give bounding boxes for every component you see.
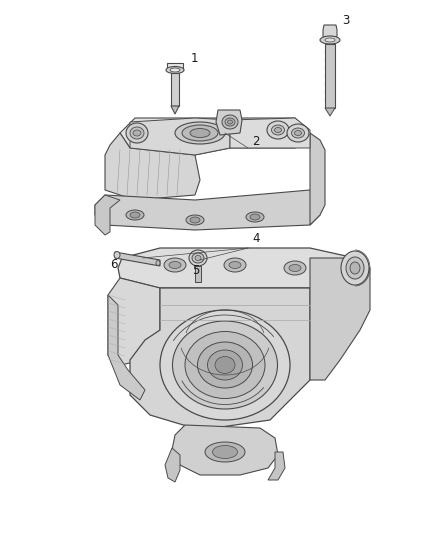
Ellipse shape (130, 127, 144, 139)
Ellipse shape (190, 217, 200, 223)
Ellipse shape (182, 125, 218, 141)
Polygon shape (230, 118, 310, 148)
Ellipse shape (287, 124, 309, 142)
Text: 4: 4 (252, 232, 259, 245)
Polygon shape (171, 73, 179, 106)
Polygon shape (118, 248, 360, 288)
Polygon shape (171, 106, 179, 114)
Polygon shape (95, 195, 120, 235)
Polygon shape (323, 25, 337, 38)
Ellipse shape (160, 310, 290, 420)
Polygon shape (108, 295, 145, 400)
Ellipse shape (133, 130, 141, 136)
Ellipse shape (170, 68, 180, 72)
Polygon shape (105, 133, 200, 200)
Ellipse shape (267, 121, 289, 139)
Polygon shape (108, 278, 160, 365)
Ellipse shape (156, 261, 160, 265)
Ellipse shape (227, 120, 233, 124)
Ellipse shape (292, 128, 304, 138)
Ellipse shape (186, 215, 204, 225)
Ellipse shape (229, 262, 241, 269)
Ellipse shape (190, 128, 210, 138)
Ellipse shape (169, 262, 181, 269)
Ellipse shape (215, 357, 235, 374)
Ellipse shape (198, 342, 252, 388)
Ellipse shape (192, 253, 204, 263)
Ellipse shape (126, 123, 148, 143)
Text: 2: 2 (252, 135, 259, 148)
Polygon shape (172, 425, 278, 475)
Ellipse shape (284, 261, 306, 275)
Text: 1: 1 (191, 52, 198, 65)
Text: 5: 5 (192, 264, 199, 277)
Ellipse shape (346, 257, 364, 279)
Ellipse shape (175, 122, 225, 144)
Ellipse shape (320, 36, 340, 44)
Ellipse shape (164, 258, 186, 272)
Ellipse shape (185, 332, 265, 399)
Ellipse shape (350, 262, 360, 274)
Ellipse shape (246, 212, 264, 222)
Polygon shape (195, 266, 201, 282)
Polygon shape (216, 110, 242, 135)
Ellipse shape (325, 38, 335, 42)
Ellipse shape (225, 118, 235, 126)
Polygon shape (130, 118, 230, 155)
Polygon shape (325, 44, 335, 108)
Ellipse shape (294, 131, 301, 135)
Polygon shape (310, 133, 325, 225)
Polygon shape (167, 63, 183, 70)
Ellipse shape (114, 252, 120, 259)
Polygon shape (95, 190, 320, 230)
Ellipse shape (173, 321, 278, 409)
Ellipse shape (189, 250, 207, 266)
Ellipse shape (212, 446, 237, 458)
Polygon shape (268, 452, 285, 480)
Ellipse shape (208, 350, 243, 380)
Ellipse shape (205, 442, 245, 462)
Ellipse shape (126, 210, 144, 220)
Ellipse shape (275, 127, 282, 133)
Ellipse shape (130, 212, 140, 218)
Polygon shape (165, 448, 180, 482)
Ellipse shape (166, 67, 184, 74)
Polygon shape (130, 288, 310, 430)
Ellipse shape (272, 125, 285, 135)
Text: 6: 6 (110, 258, 117, 271)
Ellipse shape (224, 258, 246, 272)
Polygon shape (120, 118, 310, 155)
Polygon shape (325, 108, 335, 116)
Ellipse shape (222, 115, 238, 129)
Text: 3: 3 (342, 14, 350, 27)
Polygon shape (115, 252, 160, 266)
Ellipse shape (250, 214, 260, 220)
Ellipse shape (341, 251, 369, 285)
Ellipse shape (289, 264, 301, 271)
Polygon shape (310, 258, 370, 380)
Ellipse shape (195, 255, 201, 261)
